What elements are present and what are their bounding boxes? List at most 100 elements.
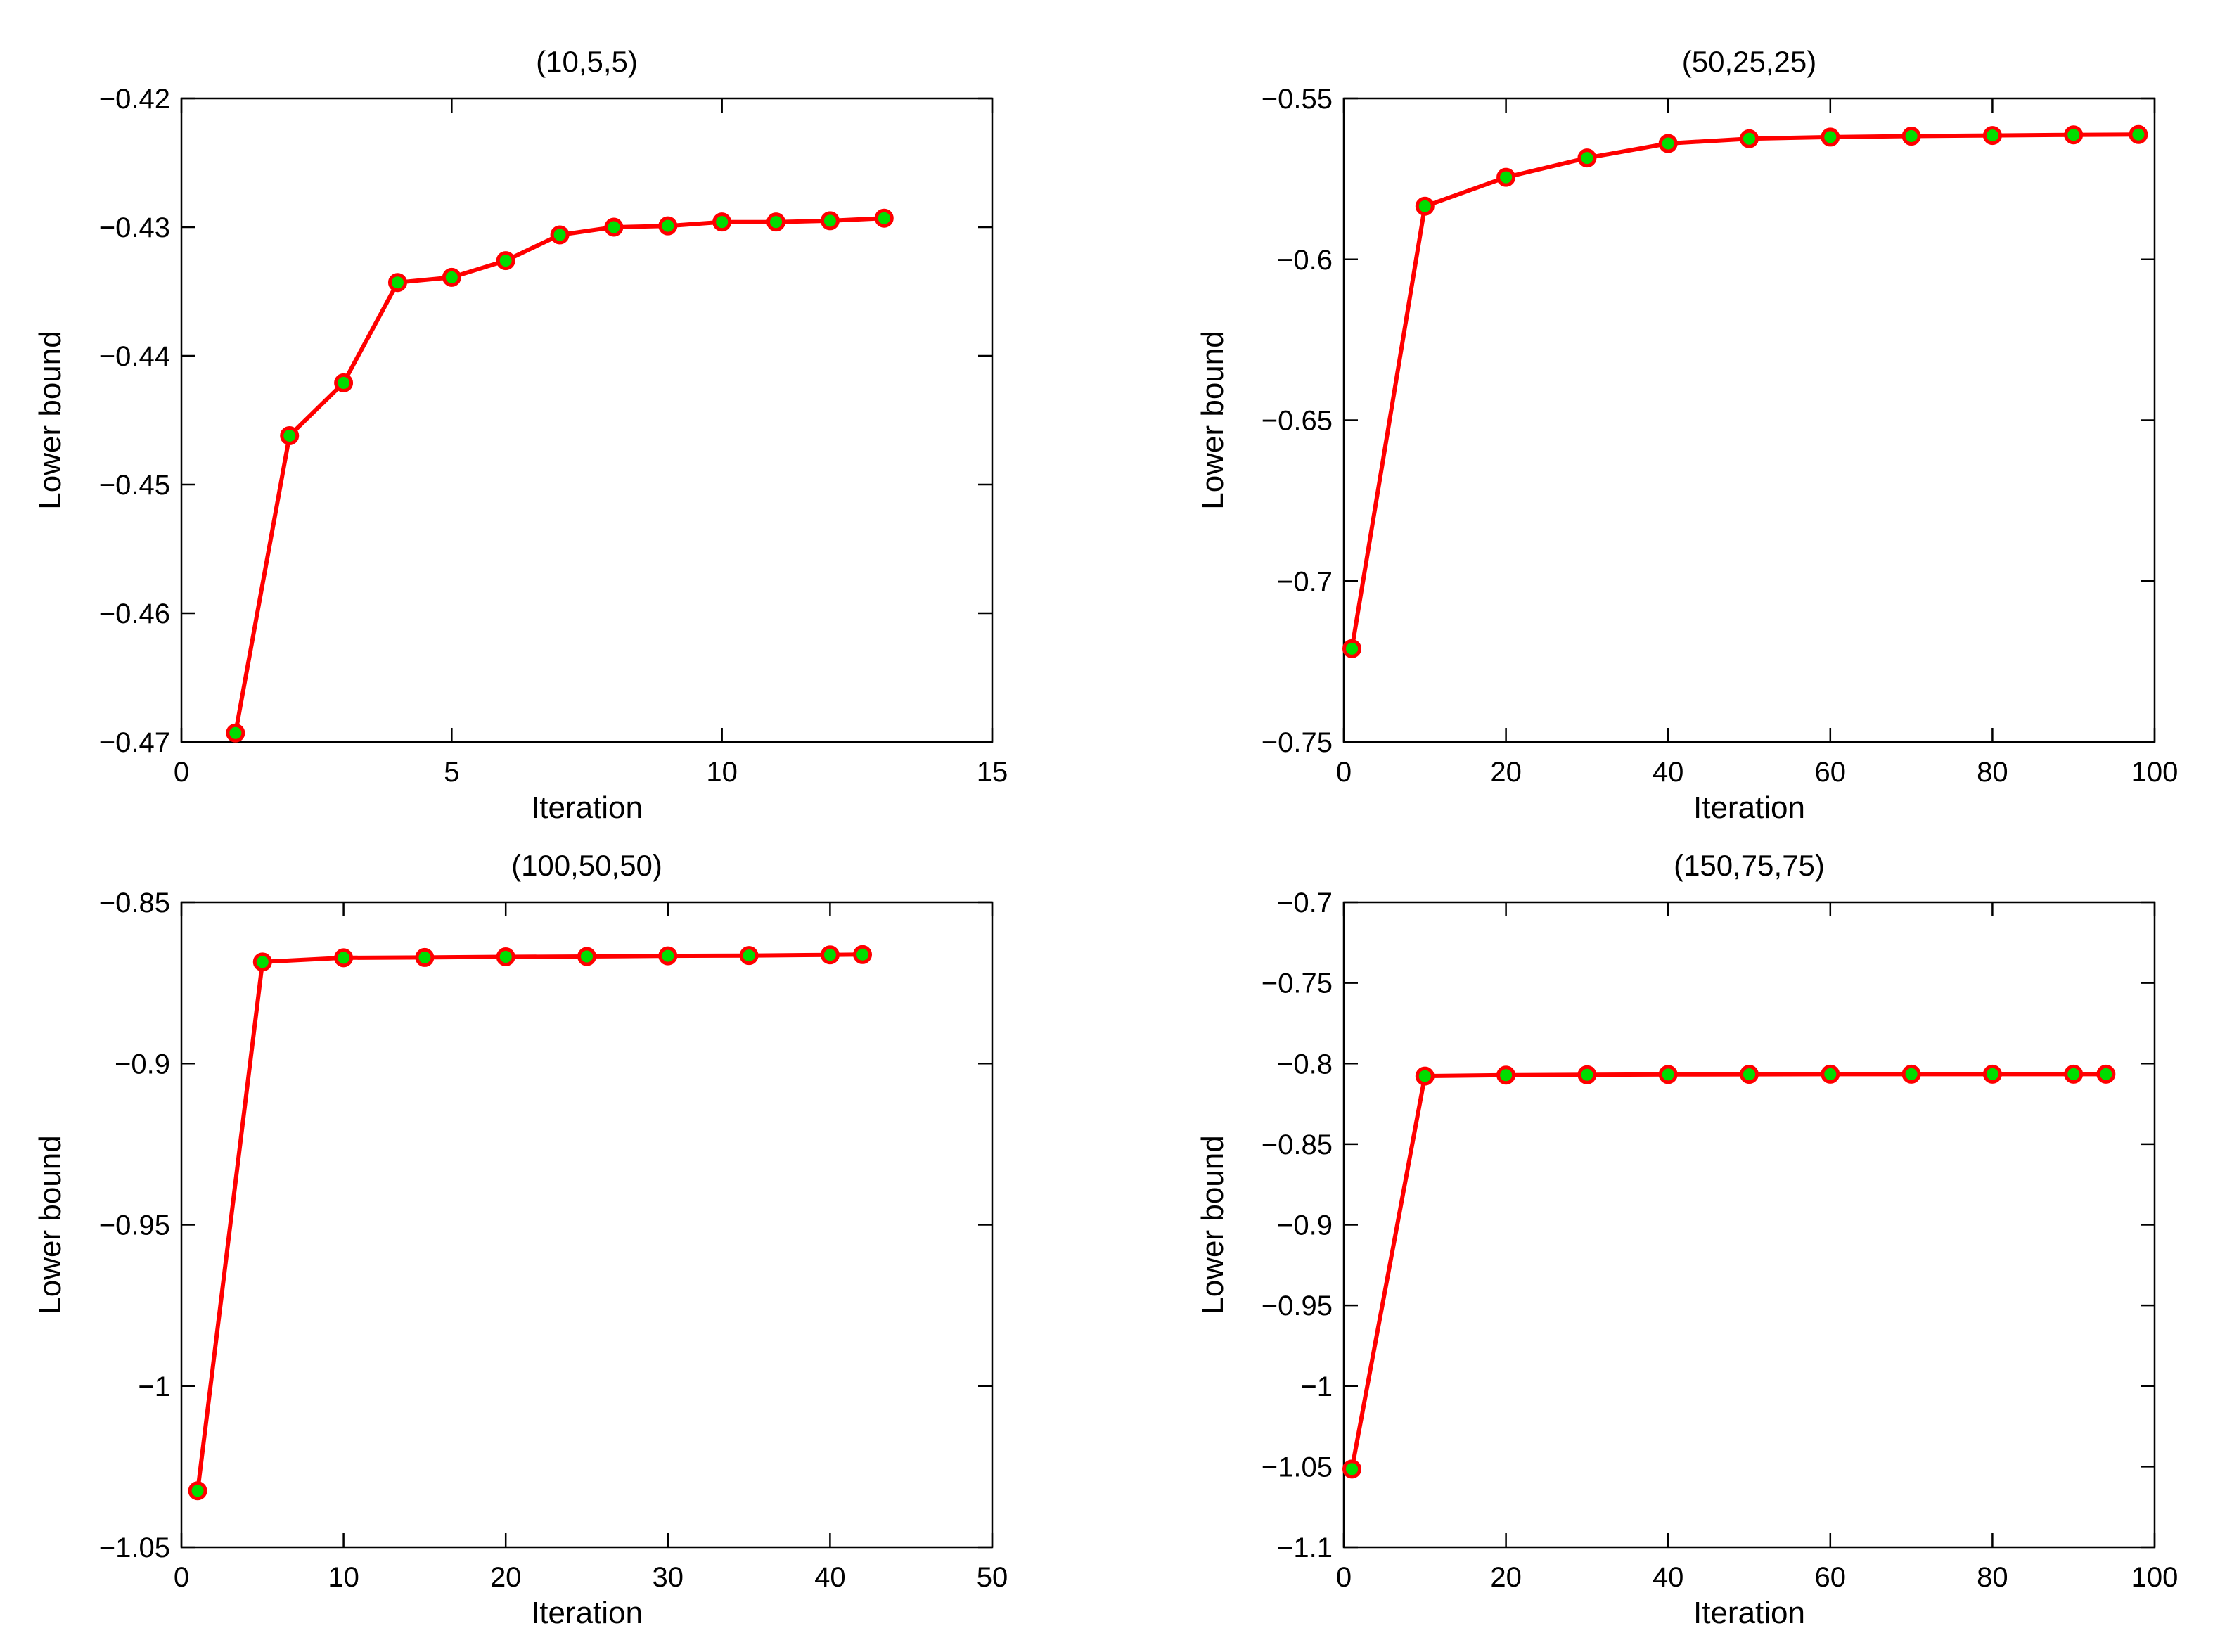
subplot-4-data-point (2096, 1064, 2116, 1084)
subplot-2-data-point (1901, 127, 1921, 146)
subplot-2-x-tick-label: 60 (1815, 757, 1847, 788)
subplot-2-x-axis-label: Iteration (1693, 790, 1805, 825)
subplot-3-x-axis-label: Iteration (531, 1596, 643, 1630)
subplot-2-x-tick-label: 0 (1336, 757, 1352, 788)
subplot-4-y-tick-label: −0.85 (1262, 1129, 1333, 1160)
subplot-1: (10,5,5) Iteration Lower bound 0 5 10 15 −0.… (33, 45, 1008, 825)
subplot-4-data-point (1821, 1064, 1840, 1084)
subplot-2-data-point (1740, 129, 1759, 148)
subplot-4-y-tick-label: −0.8 (1277, 1049, 1333, 1080)
subplot-4: (150,75,75) Iteration Lower bound 0 20 40 6… (1195, 849, 2178, 1630)
subplot-2-x-tick-label: 40 (1653, 757, 1684, 788)
subplot-3-y-tick-label: −0.85 (99, 888, 170, 918)
subplot-1-x-axis-label: Iteration (531, 790, 643, 825)
subplot-1-data-point (820, 211, 840, 231)
subplot-4-x-tick-label: 60 (1815, 1562, 1847, 1593)
subplot-2: (50,25,25) Iteration Lower bound 0 20 40 60… (1195, 45, 2178, 825)
subplot-2-data-point (1342, 639, 1362, 658)
subplot-3-data-point (334, 948, 354, 968)
subplot-4-data-point (1740, 1065, 1759, 1084)
subplot-4-y-tick-label: −0.7 (1277, 888, 1333, 918)
subplot-1-data-point (874, 208, 894, 228)
subplot-4-data-point (1577, 1065, 1597, 1084)
subplot-3-data-point (658, 946, 678, 966)
subplot-1-data-point (387, 273, 407, 293)
subplot-3-x-tick-label: 30 (653, 1562, 684, 1593)
subplot-2-title: (50,25,25) (1682, 45, 1816, 78)
subplot-3-x-tick-label: 20 (490, 1562, 522, 1593)
subplot-3-data-point (496, 947, 515, 966)
subplot-1-y-tick-label: −0.44 (99, 341, 170, 372)
subplot-1-x-tick-label: 0 (174, 757, 189, 788)
subplot-4-data-point (1342, 1459, 1362, 1479)
subplot-2-y-tick-label: −0.7 (1277, 566, 1333, 597)
subplot-2-data-point (1415, 196, 1435, 216)
subplot-3-data-point (415, 947, 435, 967)
subplot-1-y-axis-label: Lower bound (33, 331, 68, 509)
subplot-4-x-tick-label: 40 (1653, 1562, 1684, 1593)
subplot-3-y-tick-label: −0.95 (99, 1210, 170, 1241)
subplot-1-y-tick-label: −0.45 (99, 470, 170, 501)
subplot-4-y-tick-label: −1.05 (1262, 1452, 1333, 1483)
subplot-4-x-axis-label: Iteration (1693, 1596, 1805, 1630)
subplot-1-x-tick-label: 10 (706, 757, 738, 788)
subplot-1-data-point (496, 251, 515, 271)
subplot-3-x-tick-label: 50 (977, 1562, 1008, 1593)
subplot-4-y-axis-label: Lower bound (1195, 1135, 1230, 1314)
subplot-2-data-point (1982, 126, 2002, 146)
subplot-4-x-tick-label: 0 (1336, 1562, 1352, 1593)
subplot-1-axes-frame (180, 97, 994, 743)
subplot-2-data-point (1577, 148, 1597, 168)
subplot-1-y-tick-label: −0.47 (99, 727, 170, 758)
subplot-1-data-point (766, 212, 786, 232)
subplot-1-data-point (712, 212, 732, 232)
subplot-3-title: (100,50,50) (511, 849, 662, 882)
subplot-3-x-tick-label: 0 (174, 1562, 189, 1593)
subplot-3-data-point (820, 945, 840, 965)
subplot-1-data-point (550, 225, 570, 245)
subplot-2-data-point (1496, 167, 1516, 187)
subplot-3-x-tick-label: 10 (328, 1562, 359, 1593)
subplot-3-y-axis-label: Lower bound (33, 1135, 68, 1314)
subplot-4-y-tick-label: −1.1 (1277, 1532, 1333, 1563)
subplot-4-x-tick-label: 20 (1490, 1562, 1522, 1593)
subplot-2-x-tick-label: 20 (1490, 757, 1522, 788)
subplot-3-data-point (739, 946, 759, 966)
subplot-1-y-tick-label: −0.42 (99, 84, 170, 115)
subplot-3-data-point (188, 1481, 207, 1501)
subplot-4-y-tick-label: −0.95 (1262, 1291, 1333, 1321)
subplot-1-y-tick-label: −0.43 (99, 212, 170, 243)
subplot-4-data-point (2064, 1064, 2084, 1084)
subplot-3-x-tick-label: 40 (814, 1562, 846, 1593)
subplot-2-data-point (2064, 125, 2084, 145)
subplot-1-x-tick-label: 5 (444, 757, 459, 788)
subplot-2-data-point (1821, 127, 1840, 147)
subplot-3-data-point (577, 947, 596, 966)
subplot-2-x-tick-label: 80 (1977, 757, 2008, 788)
subplot-1-data-point (604, 217, 624, 237)
subplot-1-x-tick-label: 15 (977, 757, 1008, 788)
subplot-1-title: (10,5,5) (536, 45, 638, 78)
subplot-4-data-point (1982, 1064, 2002, 1084)
subplot-4-data-point (1901, 1064, 1921, 1084)
subplot-1-data-point (334, 373, 354, 392)
subplot-4-title: (150,75,75) (1674, 849, 1825, 882)
subplot-4-x-tick-label: 100 (2131, 1562, 2179, 1593)
subplot-4-data-point (1496, 1065, 1516, 1085)
subplot-1-data-point (226, 723, 245, 743)
subplot-1-data-point (658, 216, 678, 236)
subplot-3-data-point (853, 945, 873, 964)
subplot-2-y-tick-label: −0.75 (1262, 727, 1333, 758)
subplot-4-data-point (1415, 1066, 1435, 1086)
subplot-2-y-tick-label: −0.55 (1262, 84, 1333, 115)
subplot-2-y-tick-label: −0.6 (1277, 245, 1333, 276)
subplot-4-x-tick-label: 80 (1977, 1562, 2008, 1593)
subplot-4-y-tick-label: −1 (1300, 1371, 1333, 1402)
subplot-3-data-point (252, 952, 272, 972)
subplot-2-y-axis-label: Lower bound (1195, 331, 1230, 509)
subplot-3-y-tick-label: −1 (138, 1371, 170, 1402)
subplot-2-data-point (1658, 134, 1678, 153)
subplot-3: (100,50,50) Iteration Lower bound 0 10 20 3… (33, 849, 1008, 1630)
